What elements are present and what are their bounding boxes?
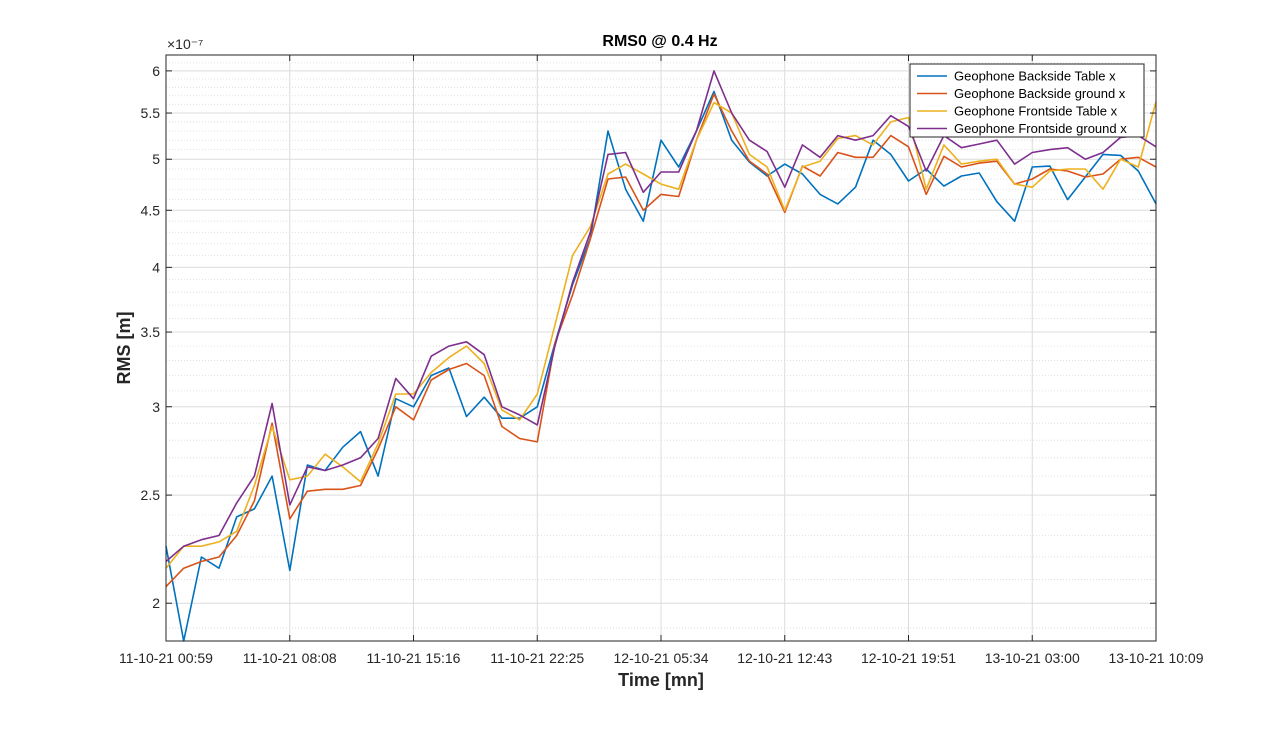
x-tick-label: 12-10-21 05:34 [614,650,709,666]
x-tick-label: 11-10-21 00:59 [119,650,213,666]
series-line-2 [165,93,1157,588]
legend-entry-1: Geophone Backside Table x [954,69,1116,84]
x-tick-label: 13-10-21 03:00 [985,650,1080,666]
x-tick-label: 12-10-21 12:43 [737,650,832,666]
y-exponent-label: ×10⁻⁷ [167,36,203,52]
y-tick-label: 2 [152,595,160,611]
grid-lines [165,55,1157,641]
series-line-3 [165,101,1157,569]
axes-box [165,54,1157,642]
tick-labels: 2 2.5 3 3.5 4 4.5 5 5.5 6 11-10-21 00:59 11-10-21 … [119,63,1204,666]
y-tick-label: 6 [152,63,160,79]
series-line-4 [165,70,1157,563]
y-axis-label: RMS [m] [114,312,134,385]
x-axis-label: Time [mn] [618,670,704,690]
y-tick-label: 4 [152,259,160,275]
chart-title: RMS0 @ 0.4 Hz [602,33,717,50]
y-tick-label: 4.5 [141,202,161,218]
x-tick-label: 11-10-21 22:25 [490,650,584,666]
y-tick-label: 2.5 [141,487,161,503]
x-tick-label: 13-10-21 10:09 [1109,650,1204,666]
y-tick-label: 3.5 [141,324,161,340]
x-tick-label: 11-10-21 15:16 [367,650,461,666]
legend-entry-4: Geophone Frontside ground x [954,121,1127,136]
legend-box [909,63,1145,138]
legend-entry-2: Geophone Backside ground x [954,86,1126,101]
x-tick-label: 11-10-21 08:08 [243,650,337,666]
series-line-1 [165,90,1157,642]
y-tick-label: 5.5 [141,105,161,121]
series-lines [165,70,1157,642]
y-tick-label: 3 [152,399,160,415]
x-tick-label: 12-10-21 19:51 [861,650,956,666]
legend-entry-3: Geophone Frontside Table x [954,104,1118,119]
legend[interactable]: Geophone Backside Table x Geophone Backsi… [909,63,1145,138]
y-tick-label: 5 [152,151,160,167]
